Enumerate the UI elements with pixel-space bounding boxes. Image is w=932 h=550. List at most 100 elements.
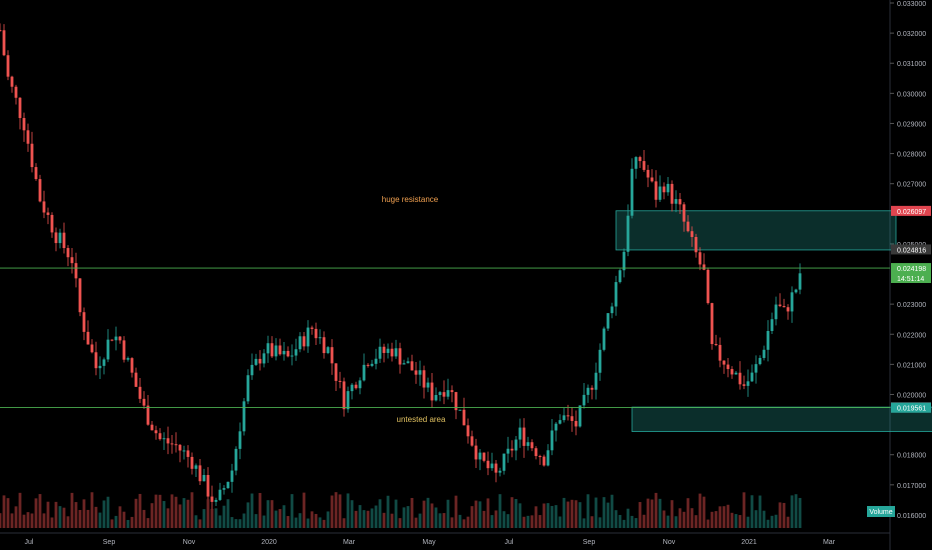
volume-bar [310,511,314,528]
volume-bar [390,513,394,528]
volume-bar [22,514,26,528]
candle-body [450,390,454,393]
candle-body [406,361,410,364]
candle-body [566,415,570,417]
volume-bar [150,503,154,528]
time-tick-label: Sep [583,539,596,546]
price-badge-label: 14:51:14 [897,276,924,283]
volume-bar [786,516,790,528]
volume-bar [314,513,318,528]
candle-body [282,350,286,355]
volume-bar [730,512,734,528]
candle-body [522,427,526,446]
volume-bar [270,500,274,528]
candle-body [230,470,234,482]
candle-body [166,438,170,444]
volume-bar [418,513,422,528]
volume-bar [482,510,486,528]
candle-body [546,450,550,466]
volume-bar [146,518,150,528]
volume-bar [402,507,406,528]
candle-body [118,336,122,341]
volume-bar [394,499,398,528]
volume-badge-label: Volume [869,509,892,516]
candle-body [134,372,138,387]
price-tick-label: 0.028000 [897,152,926,159]
volume-bar [774,514,778,528]
candle-body [694,236,698,253]
candle-body [714,344,718,346]
volume-bar [770,515,774,528]
time-tick-label: May [422,539,436,546]
candle-body [158,433,162,440]
volume-bar [702,496,706,528]
volume-bar [658,498,662,528]
volume-bar [82,499,86,528]
zone-resistance[interactable] [615,210,897,251]
volume-bar [498,494,502,528]
candle-body [6,55,10,77]
volume-bar [758,495,762,528]
candle-body [138,386,142,399]
volume-bar [14,506,18,528]
candle-body [674,199,678,204]
price-badge-label: 0.024816 [897,247,926,254]
candle-body [198,465,202,482]
volume-bar [750,495,754,528]
price-badge-bg [891,402,931,413]
candle-body [30,143,34,168]
candle-body [662,186,666,193]
volume-bar [262,515,266,528]
volume-bar [166,508,170,528]
volume-bar [546,503,550,528]
candle-body [274,345,278,357]
volume-bar [726,504,730,528]
candle-body [214,499,218,502]
candle-body [82,312,86,332]
candle-body [686,221,690,232]
candle-body [42,201,46,213]
candle-body [310,327,314,329]
volume-badge [867,506,895,517]
volume-bar [226,499,230,528]
volume-bar [370,508,374,528]
annotation-untested-area[interactable]: untested area [397,415,446,424]
volume-bar [474,500,478,528]
zone-untested[interactable] [631,406,932,432]
candle-body [342,381,346,410]
price-tick-label: 0.022000 [897,332,926,339]
volume-bar [782,502,786,528]
candle-body [502,453,506,471]
candle-body [2,30,6,56]
candle-body [46,212,50,215]
price-tick-label: 0.029000 [897,121,926,128]
volume-bar [198,519,202,528]
candle-body [746,381,750,386]
volume-bar [358,505,362,528]
volume-bar [582,518,586,528]
volume-bar [626,508,630,528]
annotation-huge-resistance[interactable]: huge resistance [382,195,439,204]
price-tick-label: 0.033000 [897,1,926,8]
candle-body [690,231,694,237]
candle-body [0,30,2,32]
candle-body [98,365,102,369]
candle-body [454,392,458,411]
volume-bar [246,502,250,528]
volume-bar [710,511,714,528]
candle-body [526,442,530,446]
volume-bar [738,515,742,528]
volume-bar [654,492,658,528]
candle-body [326,347,330,354]
volume-bar [398,518,402,528]
volume-bar [0,513,2,528]
candle-body [422,370,426,388]
volume-bar [698,493,702,528]
price-tick-label: 0.016000 [897,513,926,520]
candle-body [130,358,134,373]
candle-body [602,328,606,350]
volume-bar [250,493,254,528]
candle-body [570,416,574,421]
volume-bar [434,507,438,528]
